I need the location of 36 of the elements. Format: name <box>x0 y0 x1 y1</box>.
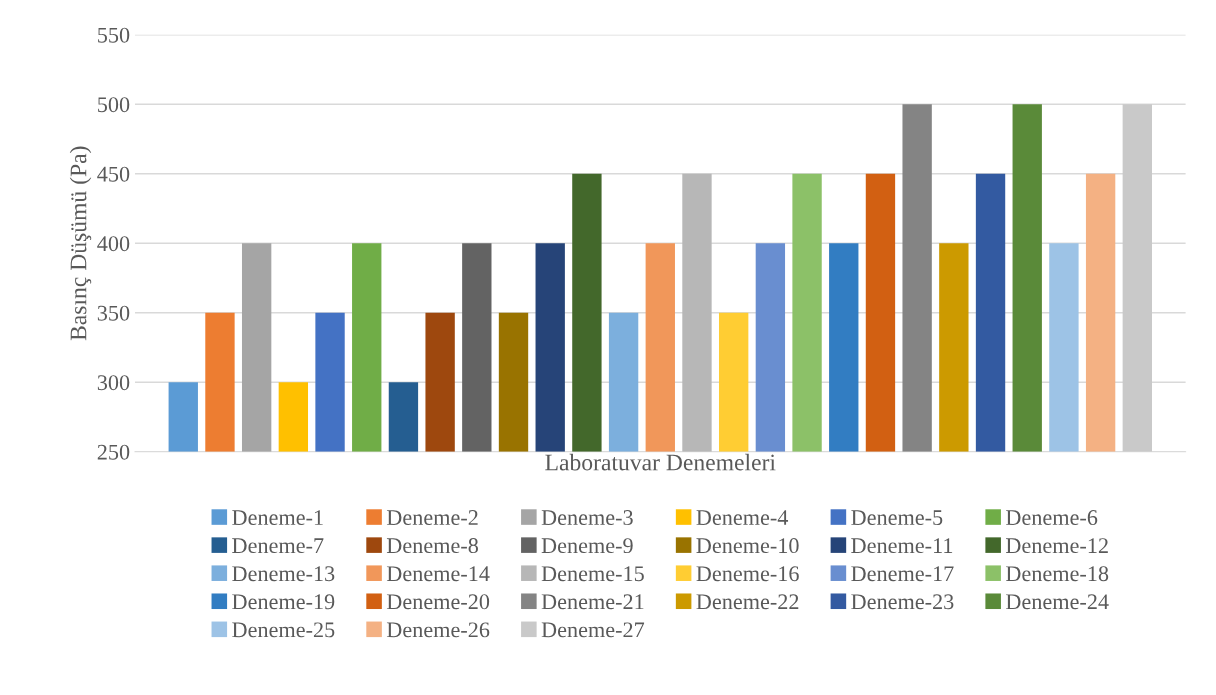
legend-label: Deneme-11 <box>851 538 953 554</box>
legend-label: Deneme-9 <box>541 538 633 554</box>
legend-label: Deneme-3 <box>541 510 633 526</box>
legend-label: Deneme-8 <box>386 538 478 554</box>
legend-label: Deneme-14 <box>386 566 490 582</box>
y-tick-label: 350 <box>97 305 130 321</box>
y-tick-label: 450 <box>97 166 130 182</box>
legend-label: Deneme-1 <box>232 510 323 526</box>
legend-label: Deneme-23 <box>851 594 954 610</box>
legend-label: Deneme-13 <box>232 566 335 582</box>
y-tick-label: 300 <box>97 375 130 391</box>
legend-label: Deneme-7 <box>232 538 324 554</box>
legend-label: Deneme-24 <box>1006 594 1109 610</box>
legend-label: Deneme-21 <box>541 594 644 610</box>
legend-label: Deneme-16 <box>696 566 799 582</box>
legend-label: Deneme-15 <box>541 566 644 582</box>
legend-label: Deneme-19 <box>232 594 335 610</box>
legend-label: Deneme-18 <box>1006 566 1109 582</box>
legend-label: Deneme-10 <box>696 538 799 554</box>
legend-label: Deneme-26 <box>386 622 490 638</box>
legend-label: Deneme-2 <box>386 510 478 526</box>
y-tick-label: 400 <box>97 236 130 252</box>
y-tick-label: 550 <box>98 27 130 43</box>
legend-label: Deneme-27 <box>541 622 645 638</box>
legend-label: Deneme-17 <box>851 566 954 582</box>
x-axis-title: Laboratuvar Denemeleri <box>545 453 776 471</box>
legend-label: Deneme-6 <box>1006 510 1098 526</box>
y-axis-title: Basınç Düşümü (Pa) <box>69 146 92 341</box>
legend-label: Deneme-4 <box>696 510 789 526</box>
legend-label: Deneme-12 <box>1006 538 1108 554</box>
y-tick-label: 500 <box>98 97 130 113</box>
legend-label: Deneme-25 <box>232 622 335 638</box>
y-tick-label: 250 <box>97 444 130 460</box>
legend-label: Deneme-5 <box>851 510 943 526</box>
legend-label: Deneme-22 <box>696 594 799 610</box>
legend-label: Deneme-20 <box>386 594 490 610</box>
